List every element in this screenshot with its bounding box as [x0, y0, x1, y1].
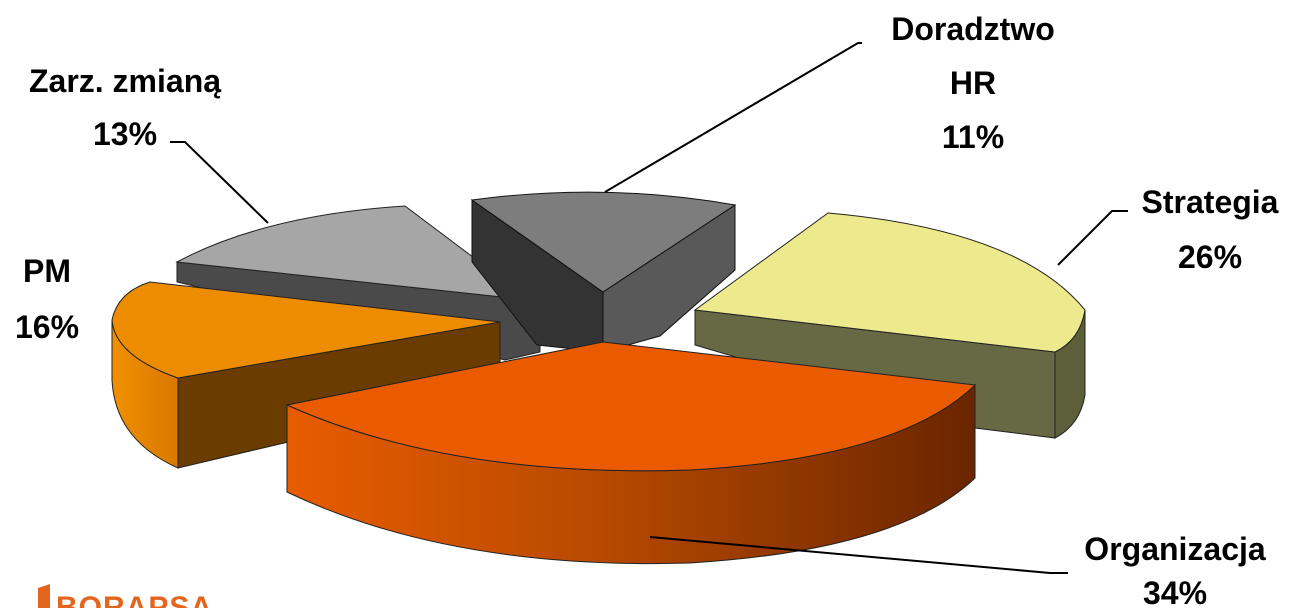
slice-doradztwo-hr	[470, 191, 737, 353]
label-pm: PM	[23, 253, 71, 289]
leader-line-zarz-zmiana	[170, 141, 269, 224]
slice-pm-top	[111, 281, 501, 379]
label-doradztwo-hr-line2: HR	[950, 65, 996, 101]
slice-organizacja	[285, 341, 977, 565]
leader-line-doradztwo-hr	[604, 42, 862, 193]
slice-strategia-top	[693, 212, 1086, 353]
label-zarz-zmiana: Zarz. zmianą	[29, 63, 221, 99]
label-doradztwo-hr-line1: Doradztwo	[891, 11, 1055, 47]
value-zarz-zmiana: 13%	[93, 116, 157, 152]
leader-line-organizacja	[649, 536, 1068, 574]
logo-text: BORAPSA	[56, 591, 213, 608]
value-pm: 16%	[15, 309, 79, 345]
leader-line-strategia	[1057, 210, 1128, 266]
slice-organizacja-top	[285, 341, 977, 472]
borapsa-logo: BORAPSA	[38, 584, 213, 608]
value-organizacja: 34%	[1143, 575, 1207, 608]
slice-zarz-zmiana-top	[175, 205, 532, 301]
label-organizacja: Organizacja	[1084, 531, 1266, 567]
label-strategia: Strategia	[1142, 184, 1279, 220]
logo-mark	[38, 584, 50, 608]
value-strategia: 26%	[1178, 239, 1242, 275]
slice-doradztwo-hr-top	[470, 191, 737, 293]
value-doradztwo-hr: 11%	[942, 119, 1004, 155]
